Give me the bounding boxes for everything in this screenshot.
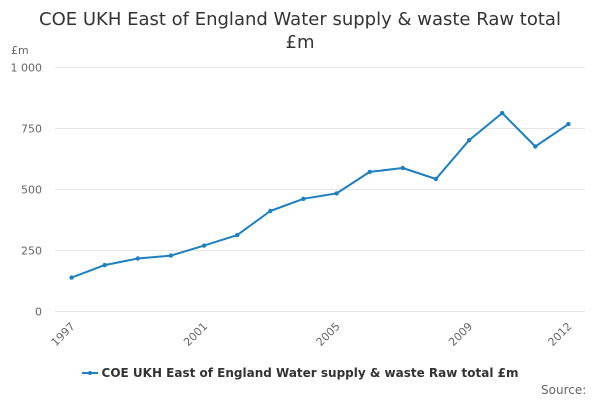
chart-title: COE UKH East of England Water supply & w… <box>0 8 600 54</box>
data-point-2000[interactable] <box>168 253 174 258</box>
legend-dot-swatch <box>87 371 92 375</box>
x-tick-label-2009: 2009 <box>446 320 475 349</box>
x-tick-label-2005: 2005 <box>314 320 343 349</box>
legend-line-marker-icon <box>81 368 98 378</box>
data-point-2008[interactable] <box>433 176 439 182</box>
data-point-2009[interactable] <box>466 138 472 143</box>
data-point-2011[interactable] <box>533 144 538 149</box>
y-tick-label-1000: 1 000 <box>11 62 43 75</box>
y-tick-label-0: 0 <box>35 306 42 319</box>
grid-lines <box>55 67 585 312</box>
data-point-1998[interactable] <box>102 262 107 268</box>
credits-source[interactable]: Source: <box>541 383 587 397</box>
data-point-2004[interactable] <box>301 196 306 201</box>
y-axis-unit-label: £m <box>11 44 29 57</box>
chart-title-line-1: COE UKH East of England Water supply & w… <box>39 9 561 30</box>
legend[interactable]: COE UKH East of England Water supply & w… <box>0 366 600 380</box>
data-point-1997[interactable] <box>69 275 74 280</box>
y-tick-label-750: 750 <box>21 123 42 136</box>
data-point-1999[interactable] <box>135 256 140 261</box>
x-tick-label-2001: 2001 <box>181 320 210 349</box>
x-tick-label-1997: 1997 <box>49 320 78 349</box>
data-point-2003[interactable] <box>268 208 273 214</box>
data-point-2001[interactable] <box>201 243 207 248</box>
y-tick-label-500: 500 <box>21 184 42 197</box>
chart-title-line-2: £m <box>285 32 315 53</box>
data-point-2007[interactable] <box>400 165 405 171</box>
legend-item-label[interactable]: COE UKH East of England Water supply & w… <box>101 366 519 380</box>
x-tick-label-2012: 2012 <box>546 320 575 349</box>
y-axis-ticks: 0 250 500 750 1 000 <box>11 62 43 319</box>
data-point-2005[interactable] <box>334 191 339 196</box>
data-point-2010[interactable] <box>500 110 505 116</box>
y-tick-label-250: 250 <box>21 245 42 258</box>
series-layer <box>69 110 571 280</box>
series-line-0 <box>70 112 570 279</box>
data-point-2006[interactable] <box>367 169 372 175</box>
x-axis-ticks: 1997 2001 2005 2009 2012 <box>49 320 575 349</box>
data-point-2002[interactable] <box>235 232 240 238</box>
data-point-2012[interactable] <box>566 121 571 127</box>
